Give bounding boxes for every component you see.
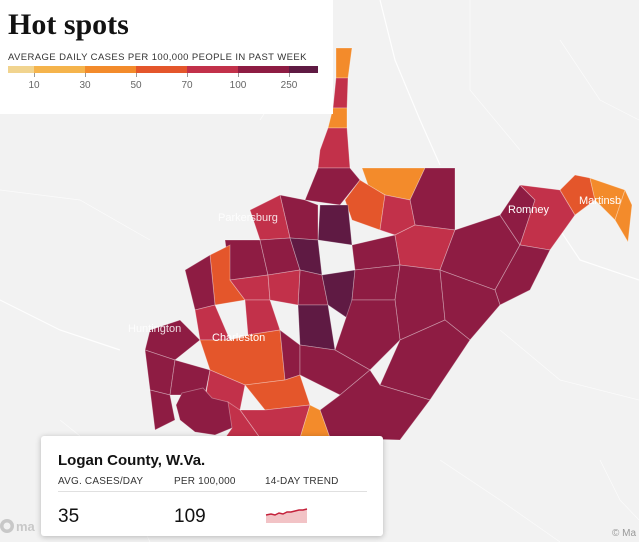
label-huntington: Huntington — [128, 323, 181, 335]
legend-tick — [85, 73, 86, 77]
svg-text:ma: ma — [16, 519, 36, 534]
legend-panel: Hot spots AVERAGE DAILY CASES PER 100,00… — [0, 0, 333, 114]
county-braxton[interactable] — [297, 304, 336, 351]
legend-seg-lt10 — [8, 66, 34, 73]
legend-tick — [289, 73, 290, 77]
county-calhoun[interactable] — [267, 269, 301, 306]
county-tooltip: Logan County, W.Va. AVG. CASES/DAY PER 1… — [41, 436, 383, 536]
tooltip-col-avg-label: AVG. CASES/DAY — [58, 476, 144, 487]
county-fayette[interactable] — [244, 374, 311, 411]
county-upshur[interactable] — [351, 264, 401, 301]
page-title: Hot spots — [8, 8, 129, 41]
legend-seg-10-30 — [34, 66, 85, 73]
county-brooke[interactable] — [332, 77, 349, 109]
tooltip-col-trend-label: 14-DAY TREND — [265, 476, 339, 487]
legend-seg-30-50 — [85, 66, 136, 73]
legend-seg-gt250 — [289, 66, 318, 73]
sparkline-trend-icon — [265, 508, 308, 523]
county-webster[interactable] — [334, 299, 401, 371]
place-labels: Charleston Romney Martinsb Parkersburg H… — [128, 195, 621, 344]
mapbox-logo-icon[interactable]: ma — [0, 514, 38, 536]
tooltip-avg-cases-value: 35 — [58, 506, 80, 527]
tooltip-county-name: Logan County, W.Va. — [58, 452, 206, 469]
legend-label: 30 — [79, 80, 91, 91]
county-pocahontas[interactable] — [379, 319, 471, 401]
county-mingo[interactable] — [149, 389, 176, 431]
legend-seg-100-250 — [238, 66, 289, 73]
legend-tick — [238, 73, 239, 77]
label-parkersburg: Parkersburg — [218, 212, 278, 224]
label-romney: Romney — [508, 204, 549, 216]
tooltip-col-per100k-label: PER 100,000 — [174, 476, 236, 487]
county-harrison-n[interactable] — [317, 204, 353, 246]
tooltip-divider — [58, 491, 367, 492]
legend-label: 50 — [130, 80, 142, 91]
label-martinsburg: Martinsb — [579, 195, 621, 207]
county-marion[interactable] — [344, 179, 386, 231]
legend-label: 70 — [181, 80, 193, 91]
mapbox-attribution[interactable]: © Ma — [612, 528, 637, 539]
legend-color-scale — [8, 66, 318, 73]
legend-caption: AVERAGE DAILY CASES PER 100,000 PEOPLE I… — [8, 52, 307, 63]
county-tyler[interactable] — [279, 194, 319, 241]
legend-tick — [187, 73, 188, 77]
legend-label: 10 — [28, 80, 40, 91]
county-cabell[interactable] — [144, 319, 201, 361]
label-charleston: Charleston — [212, 332, 265, 344]
legend-label: 100 — [229, 80, 247, 91]
legend-seg-50-70 — [136, 66, 187, 73]
legend-seg-70-100 — [187, 66, 238, 73]
county-jefferson[interactable] — [614, 188, 633, 244]
legend-tick — [34, 73, 35, 77]
legend-tick — [136, 73, 137, 77]
tooltip-per100k-value: 109 — [174, 506, 206, 527]
county-wetzel[interactable] — [304, 167, 361, 206]
county-pendleton[interactable] — [439, 269, 501, 341]
county-layer[interactable] — [144, 47, 633, 441]
legend-label: 250 — [280, 80, 298, 91]
